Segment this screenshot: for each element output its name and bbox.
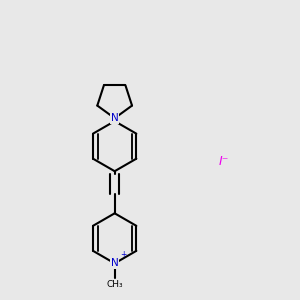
Text: N: N <box>111 113 119 123</box>
Text: I⁻: I⁻ <box>218 155 229 168</box>
Text: +: + <box>120 250 126 259</box>
Text: N: N <box>111 258 119 268</box>
Text: CH₃: CH₃ <box>106 280 123 289</box>
